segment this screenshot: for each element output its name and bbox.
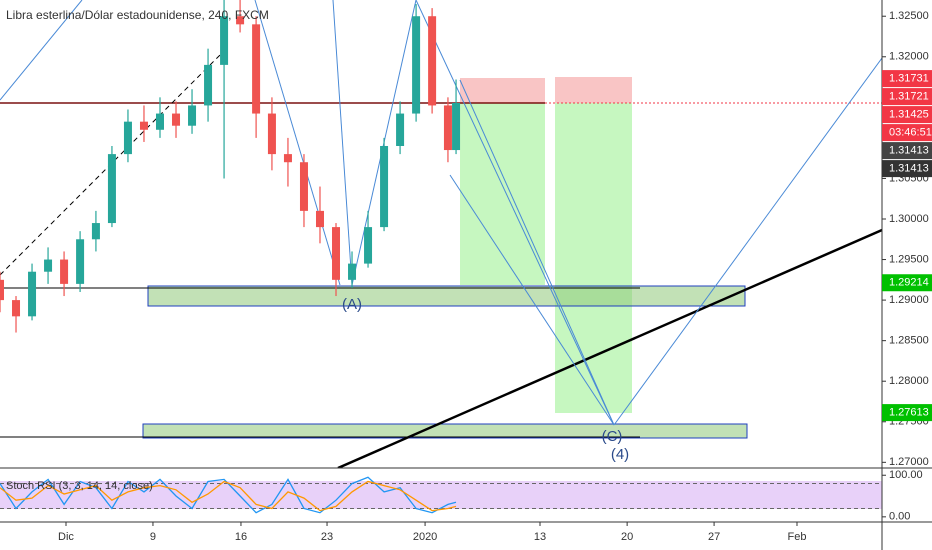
stop-zone <box>555 77 632 103</box>
x-tick-label: 23 <box>321 531 333 543</box>
candle-body <box>412 16 421 114</box>
candle-body <box>348 263 357 280</box>
price-label: 1.31413 <box>889 145 929 157</box>
indicator-line <box>0 480 457 512</box>
candle-body <box>12 300 21 317</box>
wave-label: (C) <box>602 428 623 445</box>
candle-body <box>299 162 308 211</box>
candle-body <box>396 113 405 146</box>
support-zone <box>142 423 748 439</box>
y-tick-label: 1.30000 <box>889 213 929 225</box>
candle-body <box>380 145 389 228</box>
stop-zone <box>460 78 545 103</box>
candle-body <box>283 154 292 163</box>
x-tick-label: 13 <box>534 531 546 543</box>
candle-body <box>155 113 164 130</box>
y-tick-label: 1.28500 <box>889 335 929 347</box>
price-label: 03:46:51 <box>889 127 932 139</box>
wave-lines <box>0 0 882 426</box>
y-tick-label: 1.32000 <box>889 51 929 63</box>
candle-body <box>123 121 132 155</box>
x-tick-label: 16 <box>235 531 247 543</box>
candle-body <box>364 227 373 264</box>
x-tick-label: Dic <box>58 531 74 543</box>
price-label-box <box>882 88 932 106</box>
price-label-box <box>882 160 932 178</box>
price-label: 1.27613 <box>889 407 929 419</box>
trend-line <box>0 49 226 276</box>
price-label: 1.29214 <box>889 277 929 289</box>
indicator <box>0 476 882 514</box>
price-label-box <box>882 106 932 124</box>
candle-body <box>236 16 245 25</box>
wave-label: (A) <box>342 296 362 313</box>
candle-body <box>107 154 116 224</box>
candle-body <box>428 16 437 106</box>
candle-body <box>252 24 261 114</box>
price-label: 1.31425 <box>889 109 929 121</box>
candle-body <box>204 64 213 106</box>
candle-body <box>172 113 181 126</box>
candle-body <box>44 259 53 272</box>
candle-body <box>91 223 100 240</box>
y-tick-label: 1.29500 <box>889 253 929 265</box>
x-tick-label: 2020 <box>413 531 437 543</box>
price-label: 1.31413 <box>889 163 929 175</box>
y-tick-label: 0.00 <box>889 511 910 523</box>
candle-body <box>28 271 37 317</box>
candle-body <box>76 239 85 284</box>
indicator-line <box>0 476 457 514</box>
y-tick-label: 1.29000 <box>889 294 929 306</box>
target-zone <box>460 103 545 285</box>
trend-line <box>337 228 882 468</box>
price-label-box <box>882 274 932 292</box>
candle-body <box>332 227 341 280</box>
price-label-box <box>882 404 932 422</box>
target-zone <box>555 103 632 413</box>
candle-body <box>60 259 69 284</box>
x-tick-label: Feb <box>788 531 807 543</box>
price-label-box <box>882 124 932 142</box>
candle-body <box>220 16 229 65</box>
candle-body <box>443 105 452 151</box>
candle-body <box>315 210 324 228</box>
candle-body <box>188 105 197 126</box>
y-tick-label: 1.32500 <box>889 10 929 22</box>
chart-title: Libra esterlina/Dólar estadounidense, 24… <box>6 8 269 22</box>
y-tick-label: 1.28000 <box>889 375 929 387</box>
x-tick-label: 20 <box>621 531 633 543</box>
y-tick-label: 100.00 <box>889 469 923 481</box>
y-tick-label: 1.27000 <box>889 456 929 468</box>
price-label: 1.31731 <box>889 73 929 85</box>
band-fill <box>0 481 882 509</box>
drawings <box>0 0 882 468</box>
price-label-box <box>882 142 932 160</box>
support-zone <box>147 285 746 307</box>
x-tick-label: 27 <box>708 531 720 543</box>
candles <box>0 0 461 333</box>
candle-body <box>139 121 148 130</box>
candle-body <box>267 113 276 155</box>
x-tick-label: 9 <box>150 531 156 543</box>
price-label: 1.31721 <box>889 91 929 103</box>
candle-body <box>452 103 461 151</box>
indicator-title: Stoch RSI (3, 3, 14, 14, close) <box>6 480 153 492</box>
wave-label: (4) <box>611 446 629 463</box>
candle-body <box>0 279 4 301</box>
price-label-box <box>882 70 932 88</box>
